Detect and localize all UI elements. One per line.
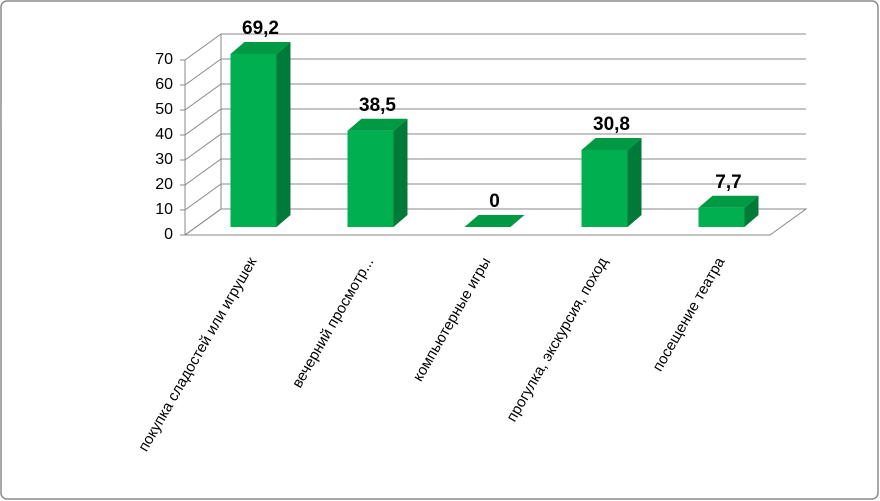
- y-tick-label: 0: [164, 226, 173, 243]
- bar-side: [393, 118, 408, 227]
- bar: [347, 118, 408, 227]
- y-tick-label: 60: [155, 76, 173, 93]
- bar-top: [581, 138, 642, 150]
- y-tick-label: 30: [155, 151, 173, 168]
- bar: [581, 138, 642, 227]
- grid-line: [184, 108, 806, 136]
- bar-front: [347, 130, 394, 227]
- bar-side: [744, 195, 759, 227]
- bar: [464, 215, 525, 227]
- value-label: 0: [489, 191, 500, 212]
- bar: [230, 42, 291, 227]
- y-tick-label: 20: [155, 176, 173, 193]
- grid-line: [184, 133, 806, 161]
- bar-side: [276, 42, 291, 227]
- bar-front: [581, 150, 628, 227]
- value-label: 30,8: [593, 114, 630, 135]
- y-tick-label: 50: [155, 101, 173, 118]
- y-tick-label: 70: [155, 51, 173, 68]
- bar-top: [230, 42, 291, 54]
- y-tick-label: 10: [155, 201, 173, 218]
- value-label: 38,5: [359, 95, 396, 116]
- value-label: 7,7: [715, 172, 741, 193]
- bar-front: [698, 207, 745, 227]
- bar-top: [347, 118, 408, 131]
- grid-line: [184, 33, 806, 61]
- bar-front: [230, 54, 277, 227]
- bar: [698, 195, 759, 227]
- bar-top: [698, 195, 759, 208]
- y-tick-label: 40: [155, 126, 173, 143]
- grid-line: [184, 83, 806, 111]
- value-label: 69,2: [242, 18, 279, 39]
- grid-line: [184, 58, 806, 86]
- bar-side: [627, 138, 642, 227]
- bar-top: [464, 215, 525, 227]
